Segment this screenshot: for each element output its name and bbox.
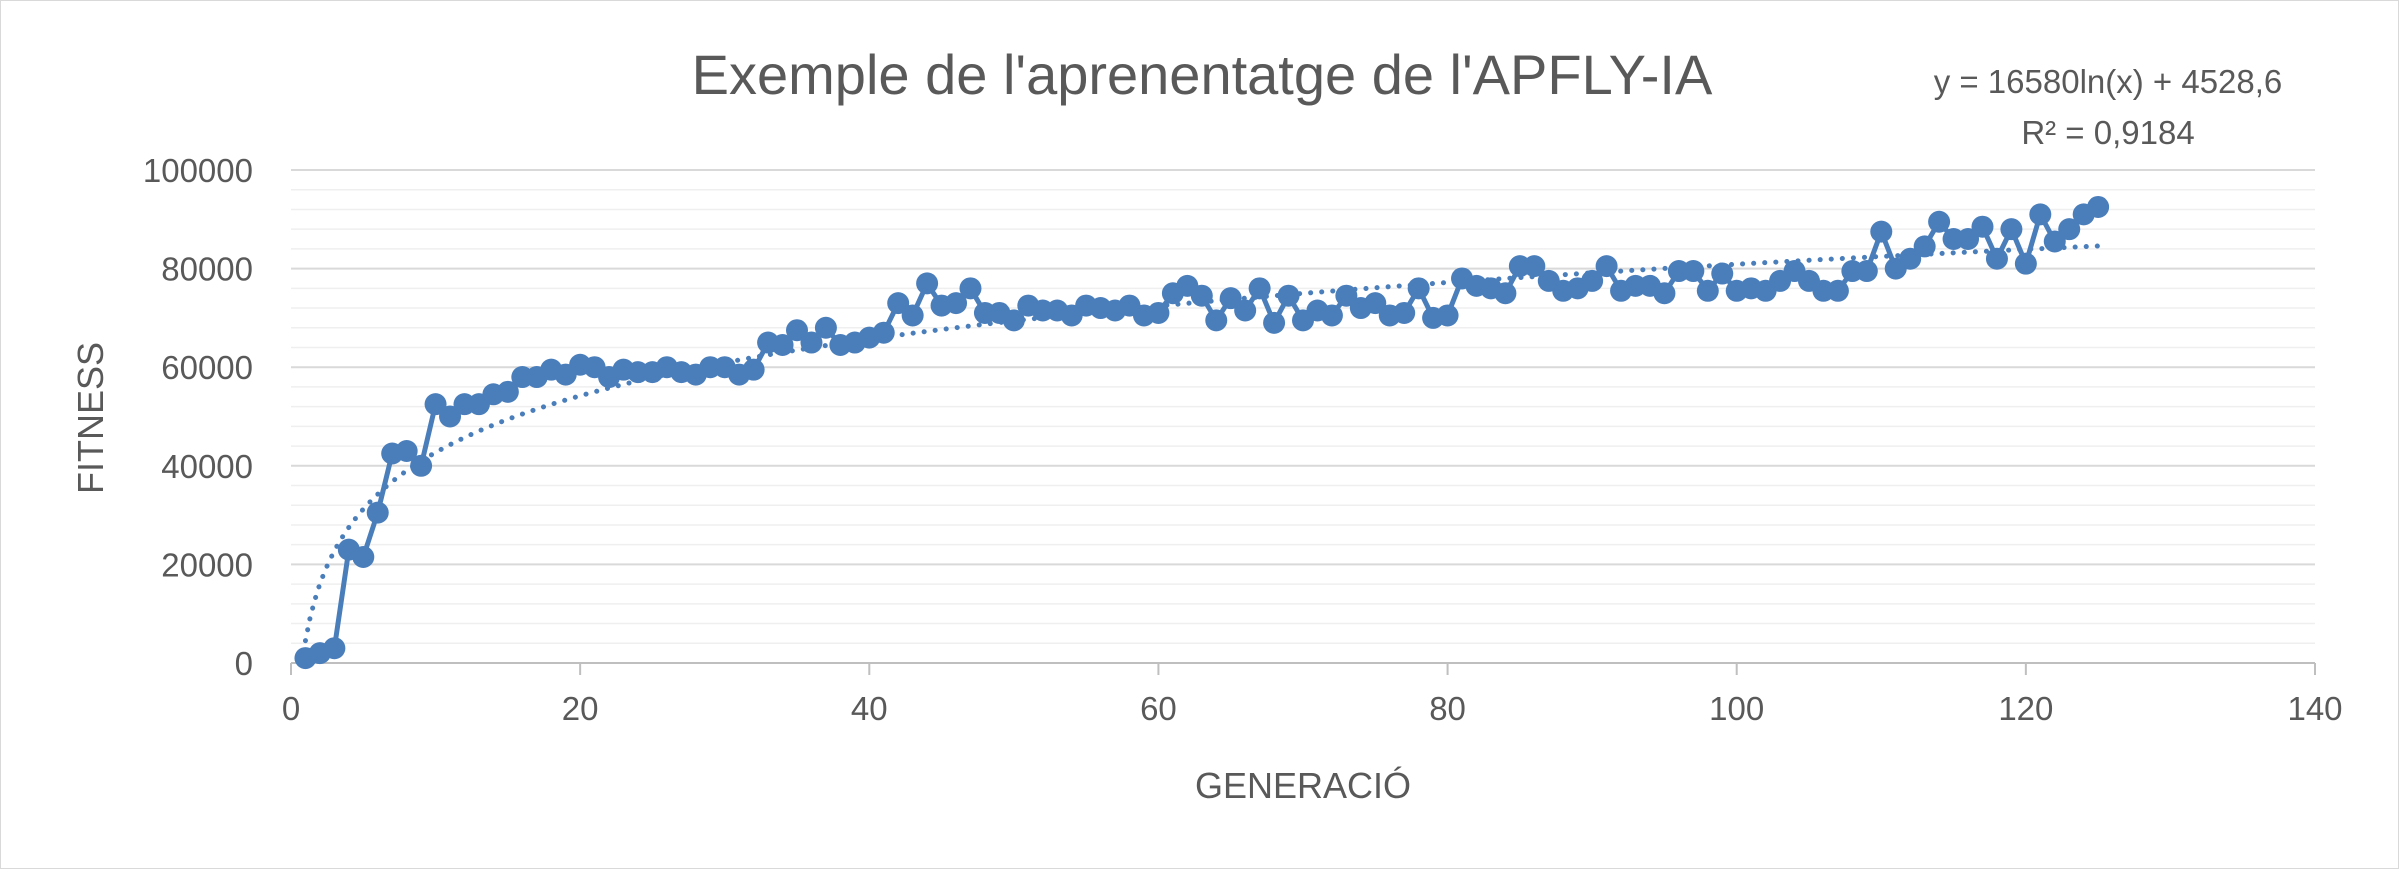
x-axis-title: GENERACIÓ	[1195, 765, 1411, 806]
y-tick-label: 20000	[161, 546, 253, 583]
data-point	[800, 331, 823, 354]
data-point	[1147, 301, 1170, 324]
data-point	[1219, 287, 1242, 310]
data-point	[2087, 195, 2110, 218]
data-point	[2000, 218, 2023, 241]
x-tick-label: 120	[1998, 690, 2053, 727]
x-tick-label: 80	[1429, 690, 1466, 727]
data-point	[1494, 282, 1517, 305]
data-point	[1653, 282, 1676, 305]
data-point	[1855, 260, 1878, 283]
data-point	[1393, 301, 1416, 324]
data-point	[1899, 247, 1922, 270]
x-tick-label: 20	[562, 690, 599, 727]
data-point	[395, 440, 418, 463]
data-point	[1826, 279, 1849, 302]
data-point	[901, 304, 924, 327]
data-point	[2043, 230, 2066, 253]
data-point	[872, 321, 895, 344]
y-axis-ticks: 0 20000 40000 60000 80000 100000	[143, 152, 253, 682]
data-point	[814, 316, 837, 339]
data-point	[1205, 309, 1228, 332]
series-group	[294, 195, 2110, 670]
data-point	[424, 393, 447, 416]
x-tick-label: 140	[2287, 690, 2342, 727]
data-point	[2058, 218, 2081, 241]
data-point	[323, 637, 346, 660]
data-point	[1248, 277, 1271, 300]
x-tick-label: 60	[1140, 690, 1177, 727]
y-tick-label: 0	[235, 645, 253, 682]
data-point	[1595, 255, 1618, 278]
data-point	[887, 292, 910, 315]
y-tick-label: 40000	[161, 448, 253, 485]
data-point	[1971, 215, 1994, 238]
data-point	[1277, 284, 1300, 307]
x-tick-label: 40	[851, 690, 888, 727]
data-point	[2014, 252, 2037, 275]
data-point	[786, 319, 808, 342]
y-tick-label: 80000	[161, 251, 253, 288]
data-point	[945, 292, 968, 315]
data-point	[742, 358, 765, 381]
y-tick-label: 100000	[143, 152, 253, 189]
data-point	[1002, 309, 1025, 332]
data-point	[1364, 292, 1387, 315]
data-point	[771, 334, 794, 357]
y-axis-title: FITNESS	[70, 342, 111, 494]
data-point	[410, 454, 433, 477]
trendline-equation: y = 16580ln(x) + 4528,6	[1934, 63, 2283, 100]
data-point	[1870, 220, 1893, 243]
x-tick-label: 100	[1709, 690, 1764, 727]
data-point	[916, 272, 939, 295]
data-point	[1234, 299, 1257, 322]
data-point	[1190, 284, 1213, 307]
x-tick-label: 0	[282, 690, 300, 727]
data-point	[1263, 311, 1286, 334]
x-axis-ticks: 0 20 40 60 80 100 120 140	[282, 663, 2343, 727]
data-point	[959, 277, 982, 300]
data-point	[1985, 247, 2008, 270]
data-point	[1696, 279, 1719, 302]
data-point	[1436, 304, 1459, 327]
data-point	[352, 546, 375, 568]
minor-gridlines	[291, 188, 2315, 645]
trendline-r-squared: R² = 0,9184	[2021, 114, 2194, 151]
data-point	[1335, 284, 1358, 307]
data-point	[2029, 203, 2052, 226]
data-point	[1523, 255, 1546, 278]
data-point	[439, 405, 462, 428]
series-line	[304, 204, 2100, 661]
data-point	[1682, 260, 1705, 283]
data-point	[1581, 269, 1604, 292]
data-point	[1928, 210, 1951, 233]
data-point	[366, 501, 389, 524]
data-point	[1957, 228, 1980, 251]
data-point	[1407, 277, 1430, 300]
chart-title: Exemple de l'aprenentatge de l'APFLY-IA	[692, 43, 1713, 106]
data-point	[1913, 235, 1936, 258]
data-point	[1711, 262, 1734, 285]
y-tick-label: 60000	[161, 349, 253, 386]
data-point	[1320, 304, 1343, 327]
data-point	[496, 380, 519, 403]
